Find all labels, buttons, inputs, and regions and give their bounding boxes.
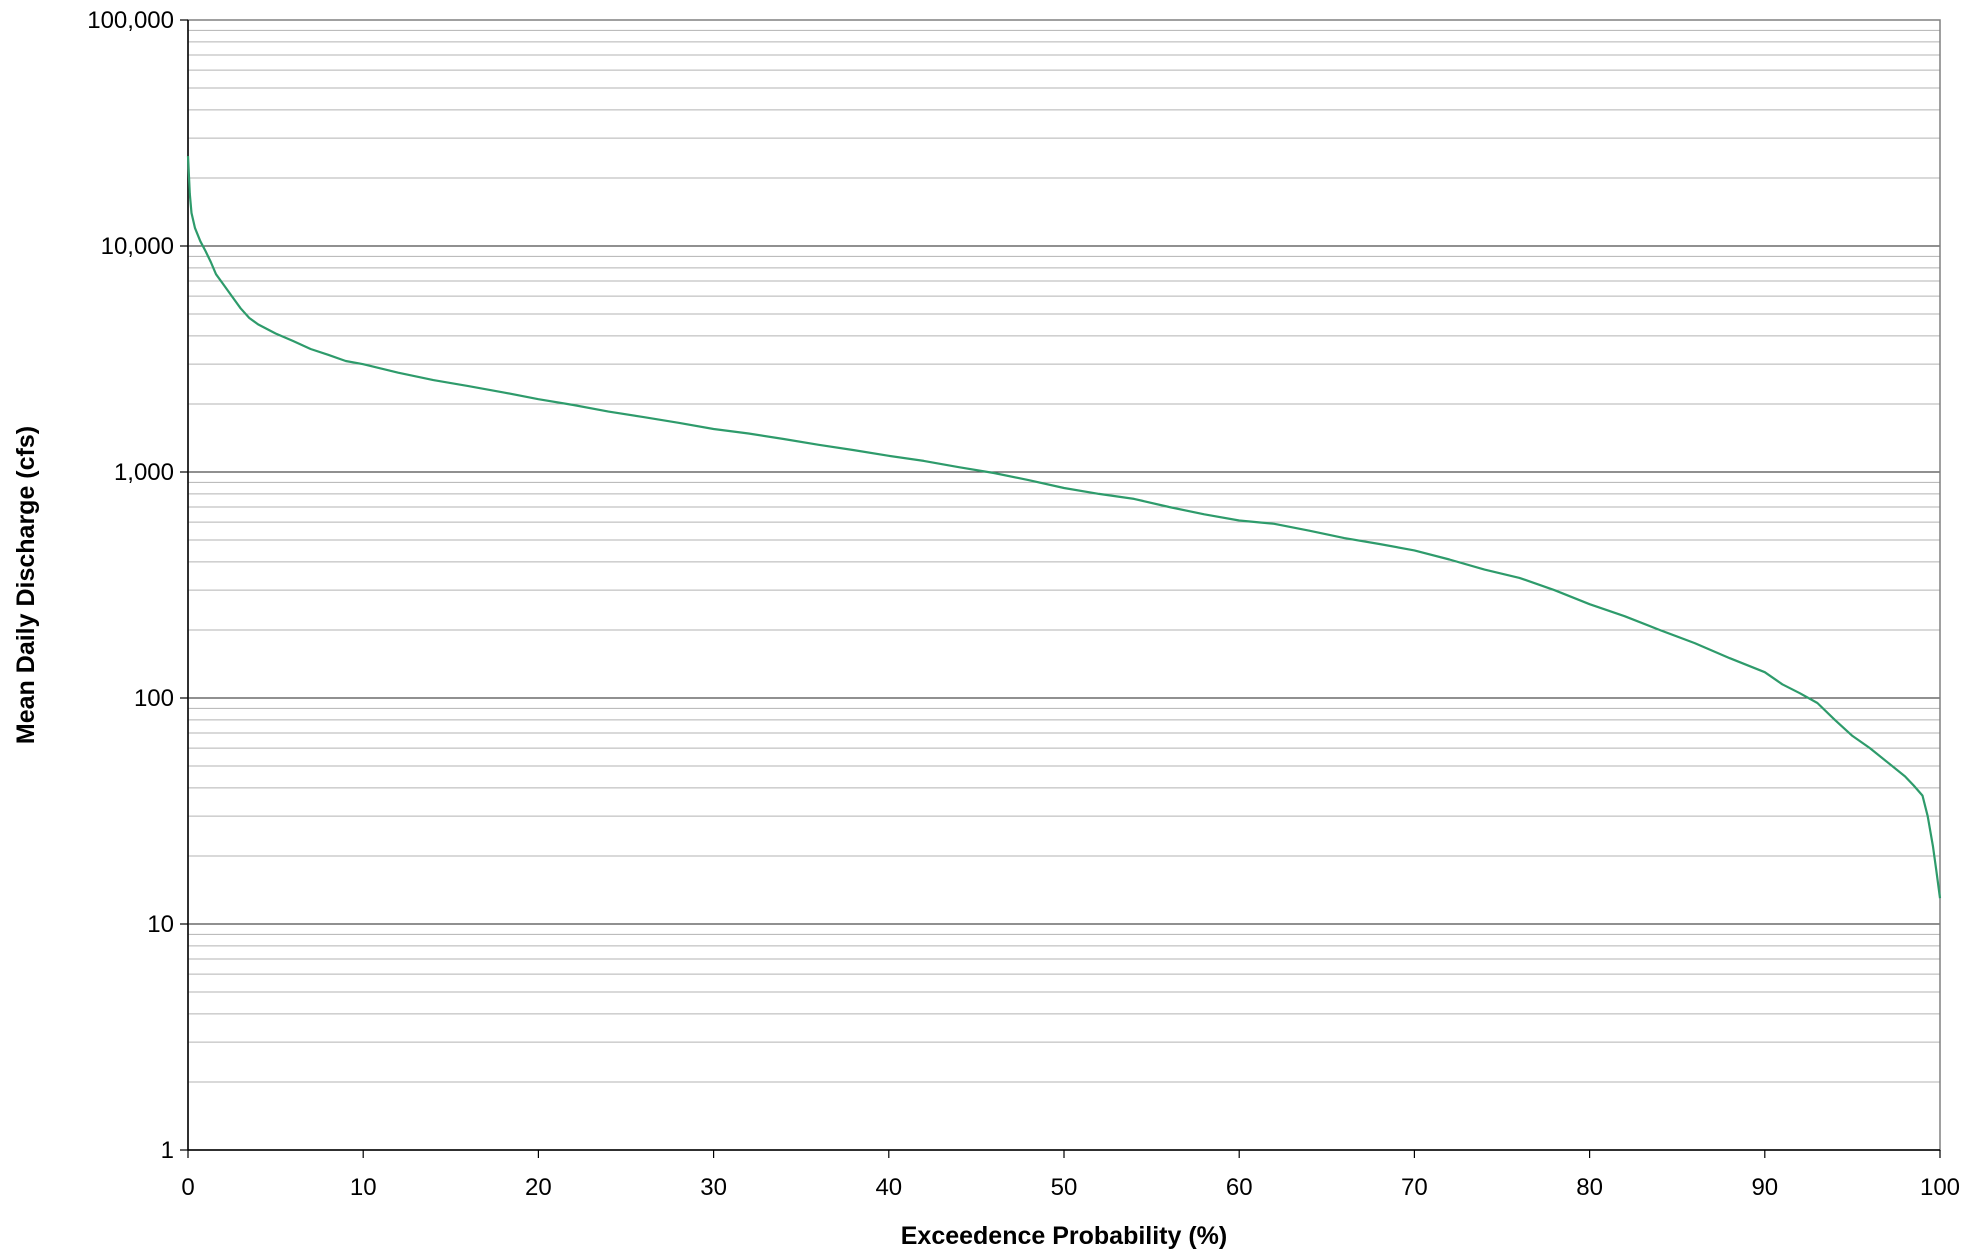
x-tick-label: 70 <box>1401 1174 1428 1201</box>
x-tick-label: 60 <box>1226 1174 1253 1201</box>
grid-layer <box>188 29 1940 1083</box>
axis-layer: 1 10 100 1,000 10,000 100,000 0 10 20 30 40 50 60 70 8… <box>87 7 1960 1201</box>
x-tick-label: 0 <box>181 1174 194 1201</box>
discharge-series-line <box>186 156 1942 899</box>
x-tick-label: 80 <box>1576 1174 1603 1201</box>
x-tick-label: 100 <box>1920 1174 1960 1201</box>
x-tick-label: 40 <box>875 1174 902 1201</box>
x-tick-label: 90 <box>1751 1174 1778 1201</box>
x-tick-label: 20 <box>525 1174 552 1201</box>
x-tick-label: 10 <box>350 1174 377 1201</box>
series-layer <box>186 156 1942 899</box>
plot-frame <box>187 19 1941 1151</box>
y-tick-label: 10,000 <box>101 233 174 260</box>
y-tick-label: 100,000 <box>87 7 174 34</box>
y-tick-label: 10 <box>147 911 174 938</box>
y-tick-label: 1,000 <box>114 459 174 486</box>
x-tick-label: 50 <box>1051 1174 1078 1201</box>
y-axis-title: Mean Daily Discharge (cfs) <box>12 426 40 744</box>
x-tick-label: 30 <box>700 1174 727 1201</box>
y-tick-label: 100 <box>134 685 174 712</box>
y-tick-label: 1 <box>161 1137 174 1164</box>
x-axis-title: Exceedence Probability (%) <box>901 1222 1228 1250</box>
